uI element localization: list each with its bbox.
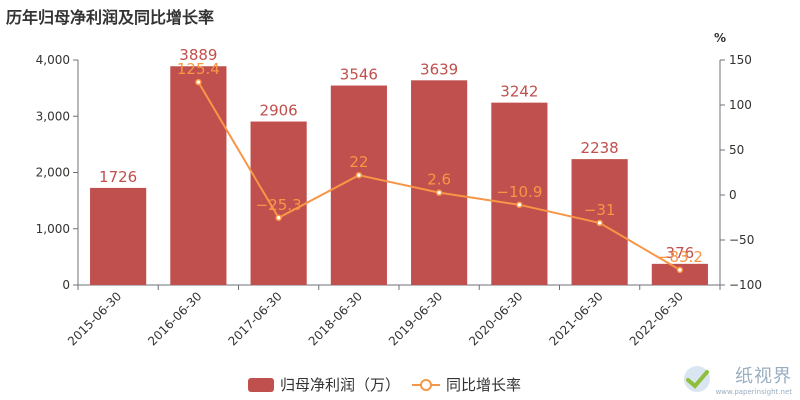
watermark-url: www.paperinsight.net <box>716 388 792 396</box>
growth-point <box>517 202 522 207</box>
legend-bar-label: 归母净利润（万） <box>280 374 400 395</box>
bar-value-label: 3639 <box>420 60 458 78</box>
legend-item-bar[interactable]: 归母净利润（万） <box>248 374 400 395</box>
x-tick-label: 2019-06-30 <box>386 289 445 348</box>
y-left-tick-label: 2,000 <box>36 166 70 180</box>
bar <box>170 66 226 285</box>
growth-point <box>276 215 281 220</box>
bar <box>90 188 146 285</box>
bar-value-label: 3242 <box>500 83 538 101</box>
growth-value-label: −10.9 <box>496 183 542 201</box>
watermark-logo-icon <box>682 364 712 394</box>
legend-bar-swatch <box>248 378 274 392</box>
legend-item-line[interactable]: 同比增长率 <box>412 374 521 395</box>
x-tick-label: 2021-06-30 <box>547 289 606 348</box>
growth-value-label: −31 <box>584 201 616 219</box>
y-right-tick-label: −50 <box>729 233 754 247</box>
x-tick-label: 2015-06-30 <box>65 289 124 348</box>
growth-value-label: 22 <box>349 153 368 171</box>
bar-value-label: 2238 <box>581 139 619 157</box>
growth-value-label: −25.3 <box>256 196 302 214</box>
growth-point <box>677 267 682 272</box>
y-right-tick-label: 50 <box>729 143 744 157</box>
x-tick-label: 2022-06-30 <box>627 289 686 348</box>
watermark-name: 纸视界 <box>735 362 792 388</box>
bar-value-label: 1726 <box>99 168 137 186</box>
x-tick-label: 2018-06-30 <box>306 289 365 348</box>
growth-value-label: 2.6 <box>427 171 451 189</box>
growth-point <box>356 173 361 178</box>
watermark: 纸视界 www.paperinsight.net <box>682 362 792 396</box>
y-left-tick-label: 3,000 <box>36 109 70 123</box>
growth-point <box>196 80 201 85</box>
y-right-tick-label: 0 <box>729 188 737 202</box>
legend-line-label: 同比增长率 <box>446 374 521 395</box>
y-right-tick-label: 100 <box>729 98 752 112</box>
y-right-tick-label: 150 <box>729 53 752 67</box>
x-tick-label: 2017-06-30 <box>226 289 285 348</box>
chart-legend: 归母净利润（万） 同比增长率 <box>248 374 521 395</box>
x-tick-label: 2020-06-30 <box>466 289 525 348</box>
growth-value-label: −83.2 <box>657 248 703 266</box>
y-right-tick-label: −100 <box>729 278 762 292</box>
bar-value-label: 3546 <box>340 66 378 84</box>
growth-point <box>597 220 602 225</box>
growth-value-label: 125.4 <box>177 60 220 78</box>
y-right-unit-label: % <box>714 31 726 45</box>
x-tick-label: 2016-06-30 <box>145 289 204 348</box>
y-left-tick-label: 1,000 <box>36 222 70 236</box>
y-left-tick-label: 4,000 <box>36 53 70 67</box>
y-left-tick-label: 0 <box>62 278 70 292</box>
legend-line-swatch <box>412 378 440 392</box>
bar-value-label: 2906 <box>260 102 298 120</box>
growth-point <box>437 190 442 195</box>
